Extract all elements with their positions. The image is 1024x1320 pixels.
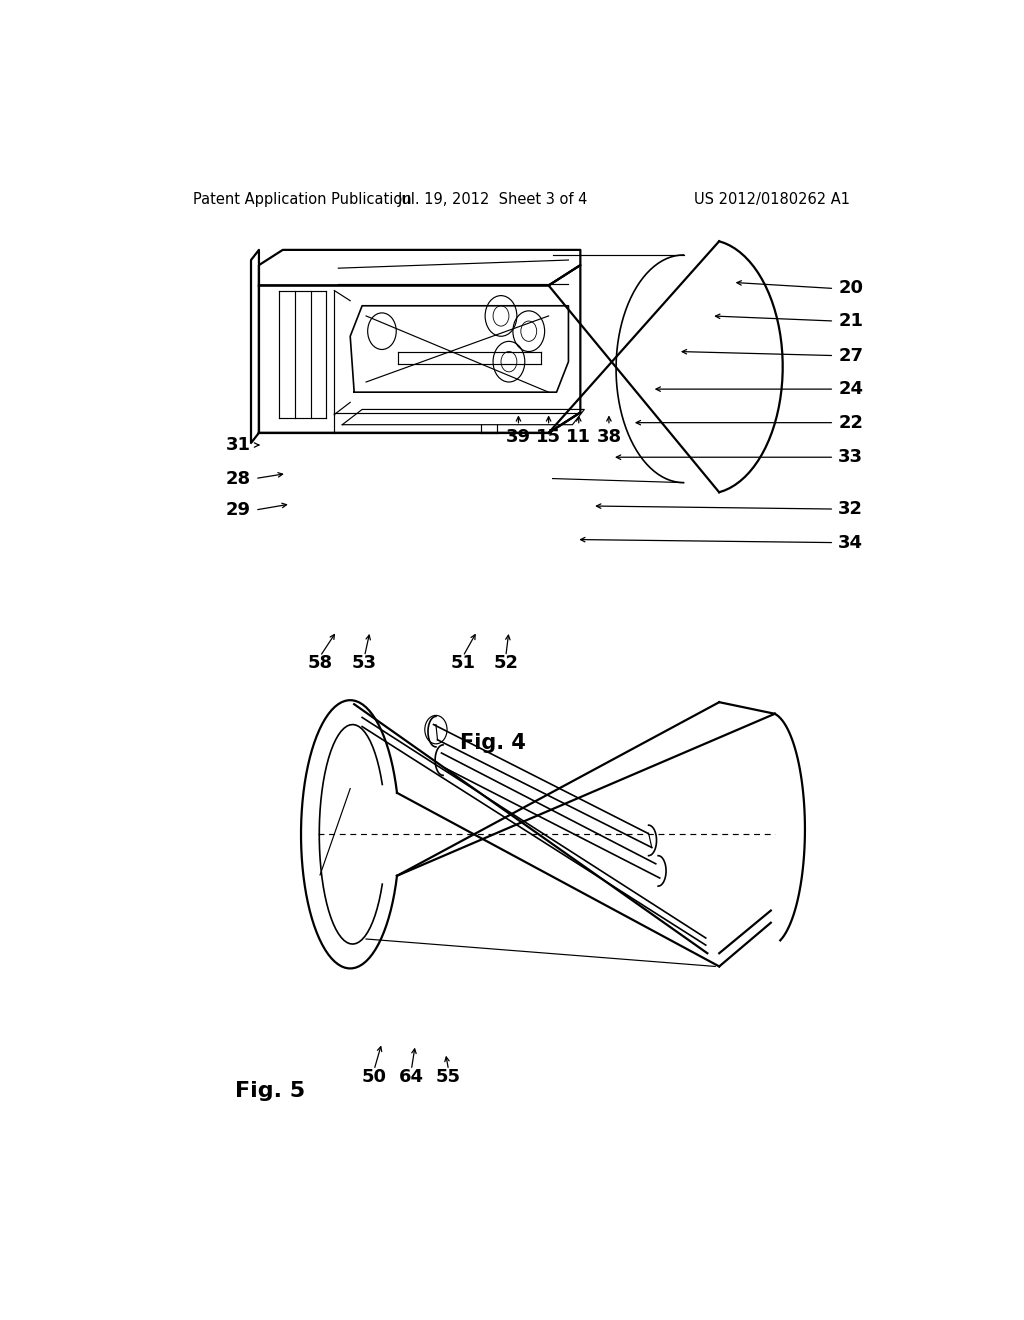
Text: 39: 39 — [506, 428, 531, 446]
Text: 24: 24 — [839, 380, 863, 399]
Text: 21: 21 — [839, 312, 863, 330]
Text: 58: 58 — [307, 655, 333, 672]
Text: 53: 53 — [352, 655, 377, 672]
Text: Fig. 4: Fig. 4 — [460, 733, 526, 752]
Text: 34: 34 — [839, 533, 863, 552]
Text: 52: 52 — [494, 655, 518, 672]
Text: 11: 11 — [566, 428, 591, 446]
Text: 15: 15 — [537, 428, 561, 446]
Text: 38: 38 — [596, 428, 622, 446]
Text: 32: 32 — [839, 500, 863, 517]
Text: 22: 22 — [839, 413, 863, 432]
Text: 55: 55 — [436, 1068, 461, 1086]
Text: 28: 28 — [226, 470, 251, 487]
Text: Fig. 5: Fig. 5 — [236, 1081, 305, 1101]
Text: US 2012/0180262 A1: US 2012/0180262 A1 — [694, 191, 850, 206]
Text: 29: 29 — [226, 502, 251, 519]
Text: 64: 64 — [398, 1068, 424, 1086]
Text: 31: 31 — [226, 436, 251, 454]
Text: Patent Application Publication: Patent Application Publication — [194, 191, 412, 206]
Text: Jul. 19, 2012  Sheet 3 of 4: Jul. 19, 2012 Sheet 3 of 4 — [398, 191, 588, 206]
Text: 51: 51 — [451, 655, 475, 672]
Text: 20: 20 — [839, 280, 863, 297]
Text: 33: 33 — [839, 449, 863, 466]
Text: 27: 27 — [839, 347, 863, 364]
Text: 50: 50 — [361, 1068, 386, 1086]
